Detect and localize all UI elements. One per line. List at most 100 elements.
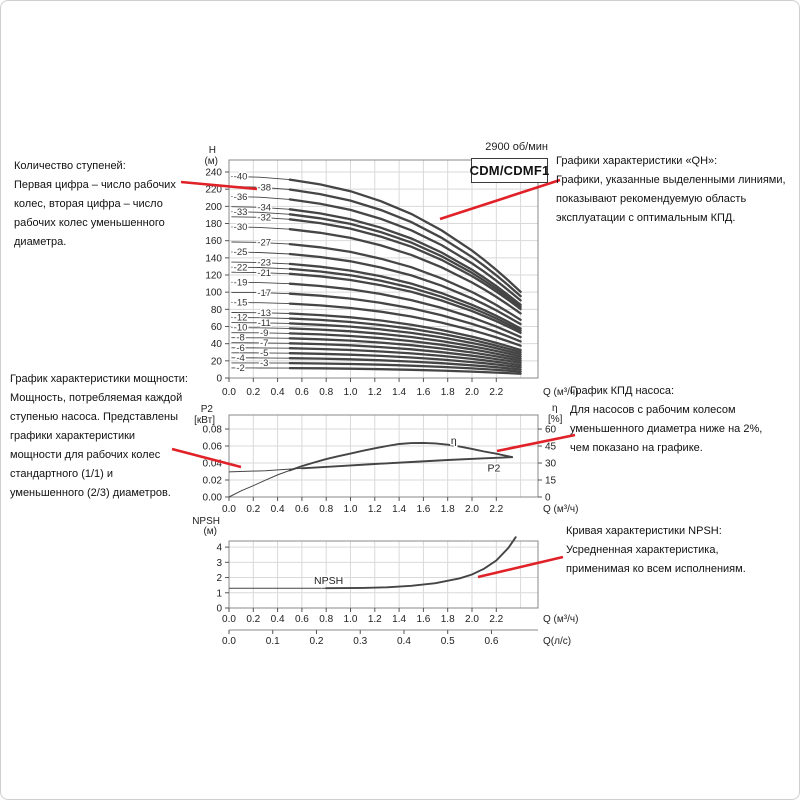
y-tick-label: 160 [205, 236, 222, 247]
lps-tick-label: 0.5 [441, 636, 455, 647]
lps-tick-label: 0.6 [484, 636, 498, 647]
annotation-line: рабочих колес уменьшенного [14, 217, 165, 229]
qh-curve-34 [288, 208, 522, 306]
x-tick-label: 2.2 [489, 387, 503, 398]
x-tick-label: 0.8 [319, 387, 333, 398]
lps-tick-label: 0.2 [310, 636, 324, 647]
eta-tick-label: 0 [545, 493, 551, 504]
x-tick-label: 1.8 [441, 504, 455, 515]
stage-label-7: -7 [260, 338, 268, 349]
x-tick-label: 0.2 [246, 504, 260, 515]
npsh-chart: 0.0 0.2 0.4 0.6 0.8 1.0 1.2 1.4 1.6 1.8 2.0 2.2 Q (м… [192, 516, 578, 647]
qh-curve-6 [288, 347, 522, 367]
npsh-tick-label: 4 [216, 543, 222, 554]
annotation-line: чем показано на графике. [570, 442, 703, 454]
npsh-tick-label: 2 [216, 573, 222, 584]
y-tick-label: 180 [205, 219, 222, 230]
qh-curve-13 [288, 312, 522, 352]
y-tick-label: 140 [205, 253, 222, 264]
qh-curve-5 [288, 352, 522, 369]
x-tick-label: 0.8 [319, 504, 333, 515]
x-tick-label: 1.6 [416, 614, 430, 625]
stage-label-3: -3 [260, 358, 268, 369]
annotation-line: Усредненная характеристика, [566, 544, 719, 556]
y-tick-label: 100 [205, 288, 222, 299]
qh-curve-36 [288, 198, 522, 302]
lps-tick-label: 0.4 [397, 636, 411, 647]
annotation-leader-line-4 [496, 433, 576, 453]
npsh-tick-label: 1 [216, 588, 222, 599]
qh-curve-19 [288, 282, 522, 339]
annotation-line: ступенью насоса. Представлены [10, 411, 178, 423]
stage-label-2: -2 [236, 363, 244, 374]
stage-label-19: -19 [234, 277, 248, 288]
stage-label-8: -8 [236, 333, 244, 344]
annotation-line: Мощность, потребляемая каждой [10, 392, 183, 404]
annotation-line: Количество ступеней: [14, 160, 126, 172]
curve-label-P2: P2 [487, 462, 500, 474]
annotation-line: уменьшенного диаметра ниже на 2%, [570, 423, 763, 435]
qh-curve-38 [288, 188, 522, 298]
npsh-axis-label: (м) [203, 526, 217, 537]
annotation-leader-line-3 [171, 447, 242, 469]
y-tick-label: 20 [211, 356, 223, 367]
stage-label-34: -34 [257, 203, 271, 214]
y-tick-label: 40 [211, 339, 223, 350]
x-tick-label: 0.0 [222, 387, 236, 398]
y-tick-label: 60 [211, 322, 223, 333]
x-tick-label: 0.2 [246, 387, 260, 398]
y-tick-label: 80 [211, 305, 223, 316]
annotation-qh-curves: Графики характеристики «QH»: Графики, ук… [556, 152, 786, 228]
stage-label-23: -23 [257, 258, 271, 269]
lps-axis-unit-label: Q(л/с) [543, 636, 571, 647]
x-tick-label: 0.4 [271, 387, 285, 398]
annotation-power: График характеристики мощности: Мощность… [10, 370, 188, 503]
annotation-npsh: Кривая характеристики NPSH: Усредненная … [566, 522, 746, 579]
stage-label-30: -30 [234, 222, 248, 233]
qh-curve-8 [288, 337, 522, 362]
qh-curve-10 [288, 327, 522, 358]
model-badge: CDM/CDMF1 [470, 158, 549, 183]
qh-curve-25 [288, 252, 522, 326]
stage-label-25: -25 [234, 247, 248, 258]
x-tick-label: 1.0 [344, 614, 358, 625]
stage-label-38: -38 [257, 183, 271, 194]
stage-label-17: -17 [257, 288, 271, 299]
p2-tick-label: 0.08 [203, 425, 223, 436]
x-tick-label: 1.2 [368, 387, 382, 398]
x-tick-label: 0.2 [246, 614, 260, 625]
stage-label-10: -10 [234, 323, 248, 334]
curve-label-η: η [451, 435, 457, 447]
annotation-line: показывают рекомендуемую область [556, 193, 747, 205]
stage-label-40: -40 [234, 172, 248, 183]
y-axis-unit-label: H [209, 145, 216, 156]
plot-border [228, 540, 539, 609]
x-tick-label: 1.2 [368, 614, 382, 625]
p2-axis-label: [кВт] [194, 415, 215, 426]
qh-curve-21 [288, 272, 522, 334]
power-efficiency-chart: 0.0 0.2 0.4 0.6 0.8 1.0 1.2 1.4 1.6 1.8 2.0 2.2 Q (м… [194, 403, 578, 515]
curve-η [288, 441, 514, 472]
x-tick-label: 2.2 [489, 504, 503, 515]
qh-curve-12 [288, 317, 522, 354]
y-tick-label: 0 [216, 374, 222, 385]
curve-NPSH [325, 536, 517, 590]
annotation-line: уменьшенного (2/3) диаметров. [10, 487, 171, 499]
stage-label-12: -12 [234, 313, 248, 324]
x-tick-label: 1.4 [392, 614, 406, 625]
x-tick-label: 2.0 [465, 387, 479, 398]
y-tick-label: 240 [205, 168, 222, 179]
lps-tick-label: 0.3 [353, 636, 367, 647]
qh-curve-15 [288, 302, 522, 347]
eta-tick-label: 45 [545, 442, 557, 453]
eta-tick-label: 30 [545, 459, 557, 470]
p2-tick-label: 0.04 [203, 459, 223, 470]
annotation-line: применимая ко всем исполнениям. [566, 563, 746, 575]
stage-label-5: -5 [260, 348, 268, 359]
y-axis-unit-label: (м) [204, 156, 218, 167]
stage-label-6: -6 [236, 343, 244, 354]
qh-curve-22 [288, 267, 522, 332]
x-axis-unit-label: Q (м³/ч) [543, 504, 578, 515]
plot-border [228, 159, 539, 379]
plot-border [228, 414, 539, 498]
